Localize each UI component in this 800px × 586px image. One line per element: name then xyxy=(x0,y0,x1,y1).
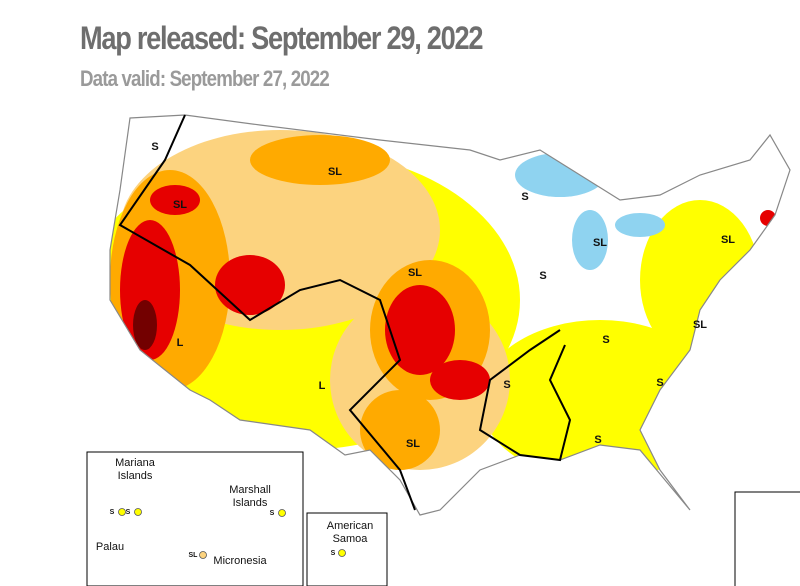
inset-label: S xyxy=(126,509,131,516)
title: Map released: September 29, 2022 xyxy=(80,20,483,56)
inset-place: Mariana Islands xyxy=(115,457,155,482)
map-label: L xyxy=(319,380,326,392)
map-label: SL xyxy=(693,319,707,331)
inset-place: Palau xyxy=(95,541,125,553)
impact-lines xyxy=(118,114,572,511)
map-label: S xyxy=(656,377,663,389)
island xyxy=(199,551,207,559)
inset-place: Marshall Islands xyxy=(229,484,271,509)
map-label: S xyxy=(521,191,528,203)
inset-place: Micronesia xyxy=(213,555,267,567)
inset-label: S xyxy=(331,550,336,557)
inset-label: S xyxy=(110,509,115,516)
island xyxy=(338,549,346,557)
map-label: SL xyxy=(328,166,342,178)
map-label: SL xyxy=(173,199,187,211)
inset-label: SL xyxy=(189,552,199,559)
map-label: S xyxy=(602,334,609,346)
map-label: S xyxy=(594,434,601,446)
island xyxy=(118,508,126,516)
inset-place: American Samoa xyxy=(326,520,374,545)
map-label: S xyxy=(503,379,510,391)
island xyxy=(134,508,142,516)
map-label: SL xyxy=(721,234,735,246)
map-label: S xyxy=(539,270,546,282)
map-label: SL xyxy=(406,438,420,450)
map-label: SL xyxy=(593,237,607,249)
map-label: L xyxy=(177,337,184,349)
island xyxy=(278,509,286,517)
map-label: S xyxy=(151,141,158,153)
subtitle: Data valid: September 27, 2022 xyxy=(80,66,330,91)
inset-label: S xyxy=(270,510,275,517)
map-label: SL xyxy=(408,267,422,279)
